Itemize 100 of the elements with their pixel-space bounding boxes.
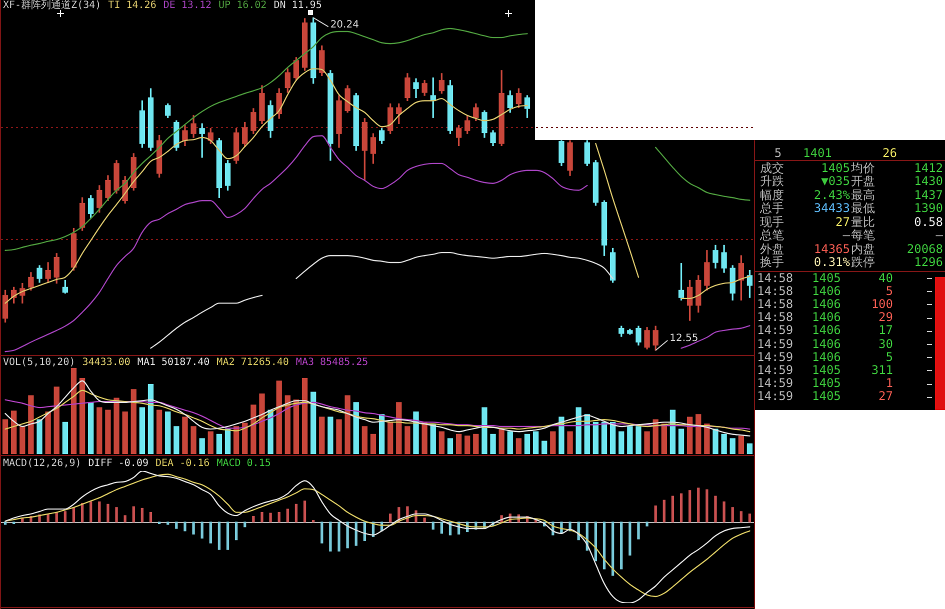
bar: [96, 407, 102, 454]
bar: [370, 434, 376, 454]
text: DN 11.95: [274, 0, 322, 11]
text: 1406: [812, 323, 841, 338]
bar: [654, 505, 657, 522]
text: 14:59: [757, 376, 794, 390]
bar: [550, 431, 556, 454]
bar: [216, 434, 222, 454]
bar: [268, 410, 274, 454]
text: 总手: [760, 201, 784, 215]
bar: [336, 419, 342, 454]
text: 1405: [821, 160, 850, 174]
text: 内盘: [851, 242, 875, 256]
series-label: DIFF -0.09: [88, 458, 148, 469]
bar: [482, 407, 488, 454]
bar: [54, 386, 60, 454]
bar: [259, 393, 265, 454]
text: 30: [878, 336, 893, 350]
bar: [413, 412, 419, 454]
text: 每笔: [851, 228, 875, 242]
text: 311: [871, 362, 893, 377]
bar: [166, 522, 170, 525]
text: —: [842, 228, 850, 242]
bar: [636, 426, 642, 454]
text: 1405: [812, 362, 841, 377]
bar: [174, 426, 180, 454]
bar: [148, 384, 154, 454]
text: 1406: [812, 350, 841, 364]
text: DE 13.12: [163, 0, 212, 11]
bar: [156, 410, 162, 454]
bar: [346, 522, 349, 548]
bar: [731, 507, 734, 522]
bar: [11, 410, 17, 454]
bar: [21, 518, 24, 522]
bar: [184, 522, 186, 532]
bar: [706, 489, 708, 522]
bar: [748, 514, 752, 522]
bar: [90, 501, 92, 522]
bar: [740, 511, 742, 522]
chart-title: XF-群阵列通道Z(34): [3, 0, 102, 11]
bar: [269, 512, 272, 522]
bar: [4, 522, 7, 525]
bar: [746, 443, 753, 454]
bar: [88, 402, 94, 454]
bar: [260, 512, 264, 522]
text: MA1 50187.40: [137, 357, 210, 368]
bar: [226, 522, 230, 550]
bar: [567, 431, 573, 454]
text: 1412: [914, 160, 943, 174]
bar: [678, 428, 684, 454]
bar: [20, 426, 26, 454]
bar: [2, 419, 8, 454]
bar: [224, 428, 231, 454]
bar: [430, 424, 436, 454]
bar: [70, 368, 77, 454]
annotation: 20.24: [330, 19, 359, 30]
text: 27: [836, 214, 850, 228]
chart-title: VOL(5,10,20): [3, 357, 76, 368]
bar: [320, 522, 324, 544]
bar: [644, 431, 650, 454]
bar: [473, 434, 479, 454]
bar: [244, 522, 246, 528]
text: 34433: [814, 201, 850, 215]
text: 5: [774, 146, 782, 160]
text: 5: [886, 284, 893, 298]
bar: [284, 395, 290, 454]
text: 量比: [851, 214, 875, 228]
bar: [250, 404, 256, 454]
bar: [362, 426, 368, 454]
text: 14:59: [757, 336, 794, 350]
bar: [182, 416, 188, 454]
bar: [661, 424, 667, 454]
bar: [139, 407, 146, 454]
text: MACD 0.15: [216, 458, 271, 469]
bar: [440, 522, 444, 534]
text: 14:58: [757, 270, 794, 284]
bar: [389, 514, 392, 522]
text: 最高: [851, 188, 875, 202]
bar: [165, 412, 171, 454]
text: 14:58: [757, 310, 794, 324]
text: 开盘: [851, 174, 875, 188]
bar: [432, 522, 434, 530]
text: TI 14.26: [108, 0, 156, 11]
bar: [192, 522, 195, 534]
text: 1406: [812, 336, 841, 350]
bar: [628, 522, 632, 556]
bar: [199, 438, 205, 454]
bar: [602, 522, 606, 570]
text: 5: [886, 350, 893, 364]
bar: [130, 389, 136, 454]
bar: [36, 419, 42, 454]
bar: [524, 434, 530, 454]
bar: [721, 434, 727, 454]
bar: [115, 507, 118, 522]
bar: [294, 504, 298, 522]
bar: [558, 416, 564, 454]
text: 14:58: [757, 296, 794, 311]
bar: [507, 431, 513, 454]
text: 1405: [812, 376, 841, 390]
bar: [278, 512, 280, 522]
